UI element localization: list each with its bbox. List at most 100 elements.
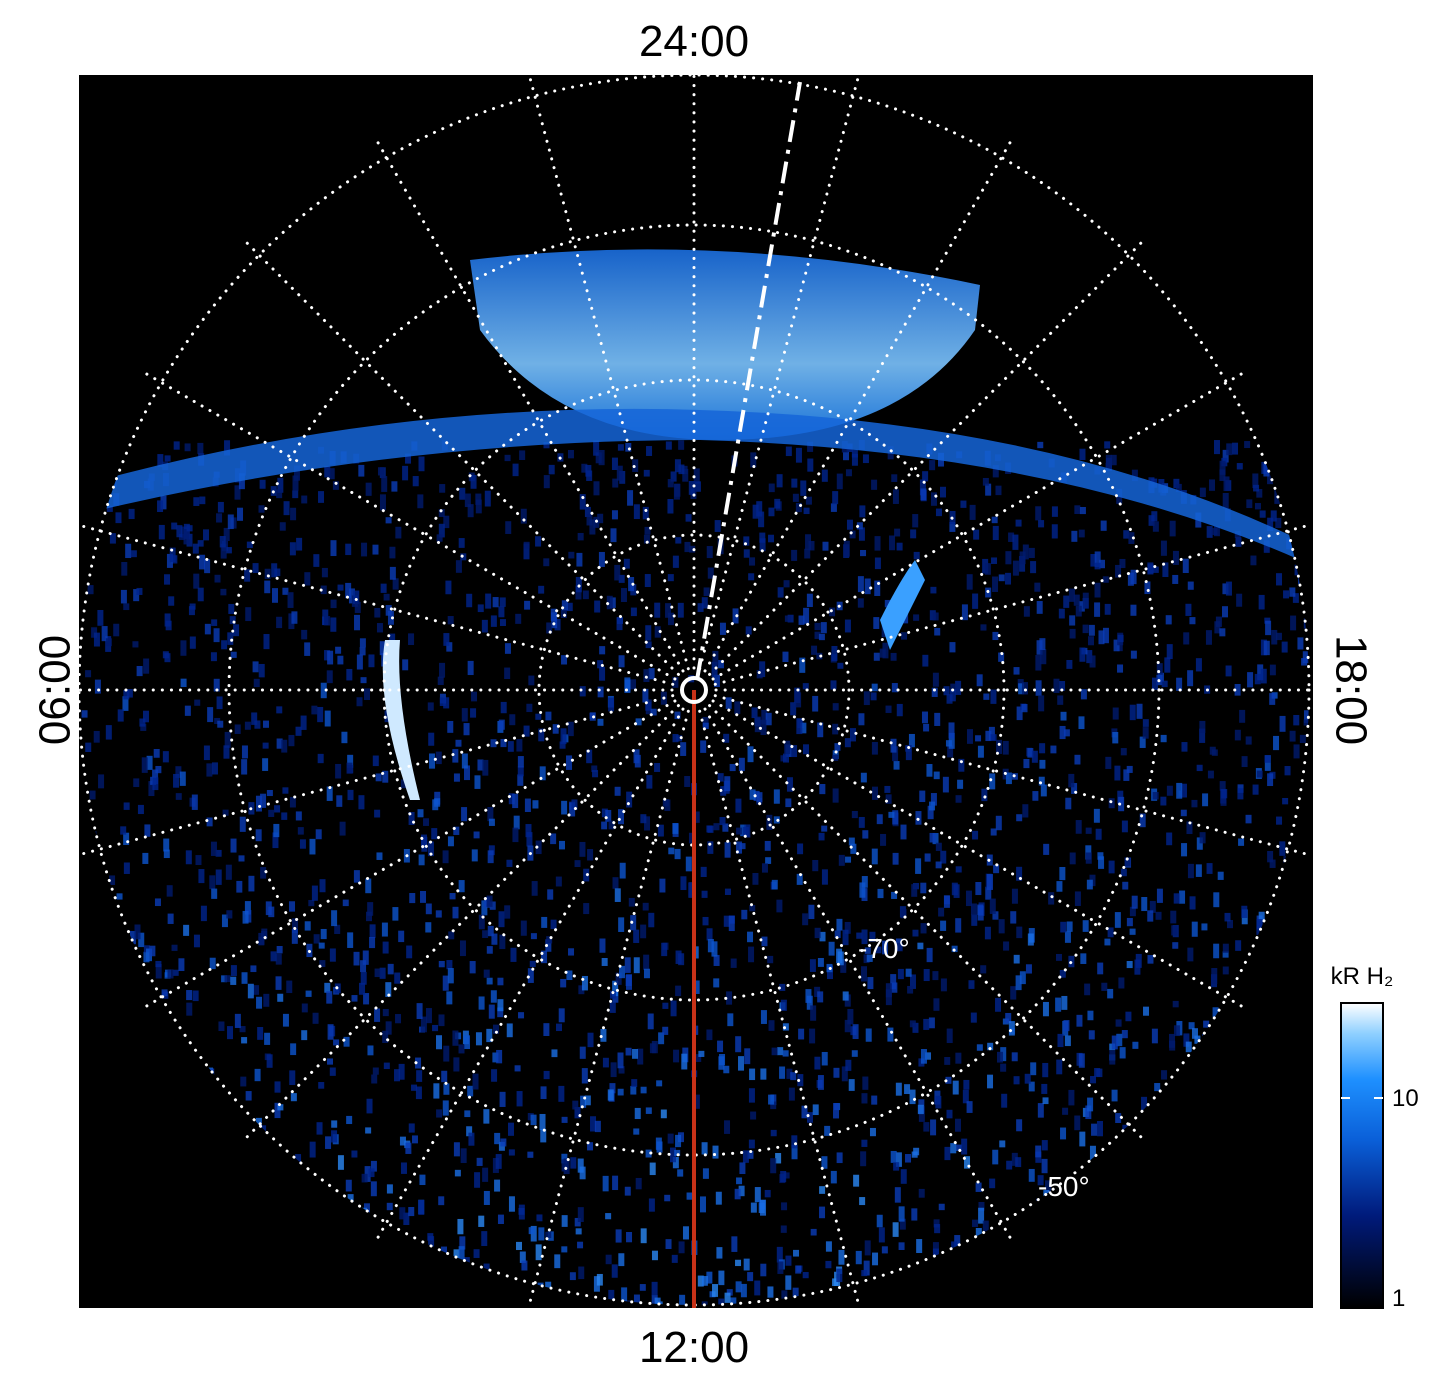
emission-pixel (674, 711, 681, 720)
emission-pixel (1181, 742, 1188, 752)
emission-pixel (1206, 526, 1213, 538)
emission-pixel (371, 1074, 378, 1084)
emission-pixel (1119, 558, 1126, 569)
emission-pixel (976, 1044, 983, 1051)
emission-pixel (992, 576, 999, 592)
emission-pixel (418, 1199, 425, 1215)
emission-pixel (363, 688, 370, 701)
emission-pixel (677, 1169, 684, 1177)
emission-pixel (615, 972, 622, 985)
emission-pixel (538, 1227, 545, 1241)
emission-pixel (1260, 668, 1267, 684)
emission-pixel (812, 1104, 819, 1116)
emission-pixel (920, 923, 927, 934)
emission-pixel (853, 1174, 860, 1187)
emission-pixel (716, 1247, 723, 1259)
emission-pixel (1279, 841, 1286, 856)
emission-pixel (526, 703, 533, 713)
emission-pixel (538, 728, 545, 742)
emission-pixel (770, 1129, 777, 1137)
emission-pixel (385, 982, 392, 997)
emission-pixel (239, 816, 246, 832)
emission-pixel (434, 798, 441, 807)
emission-pixel (627, 490, 634, 506)
emission-pixel (483, 1190, 490, 1205)
emission-pixel (1056, 1059, 1063, 1075)
emission-pixel (1271, 629, 1278, 645)
emission-pixel (581, 463, 588, 473)
emission-pixel (1166, 785, 1173, 796)
emission-pixel (1186, 821, 1193, 835)
emission-pixel (646, 775, 653, 789)
emission-pixel (857, 576, 864, 593)
emission-pixel (217, 501, 224, 513)
emission-pixel (392, 578, 399, 590)
emission-pixel (995, 997, 1002, 1012)
emission-pixel (331, 910, 338, 927)
emission-pixel (1039, 638, 1046, 651)
emission-pixel (892, 1222, 899, 1237)
emission-pixel (929, 801, 936, 811)
emission-pixel (1154, 1083, 1161, 1092)
emission-pixel (597, 513, 604, 524)
emission-pixel (955, 795, 962, 803)
emission-pixel (975, 1227, 982, 1236)
emission-pixel (955, 866, 962, 873)
emission-pixel (1055, 953, 1062, 961)
emission-pixel (1182, 558, 1189, 573)
emission-pixel (120, 589, 127, 604)
emission-pixel (874, 580, 881, 596)
emission-pixel (679, 1294, 686, 1305)
emission-pixel (246, 541, 253, 549)
emission-pixel (515, 1241, 522, 1251)
emission-pixel (858, 527, 865, 541)
emission-pixel (743, 1258, 750, 1271)
emission-pixel (626, 791, 633, 808)
emission-pixel (1042, 1062, 1049, 1078)
emission-pixel (946, 1109, 953, 1119)
emission-pixel (271, 563, 278, 578)
emission-pixel (1213, 943, 1220, 959)
emission-pixel (494, 1132, 501, 1145)
emission-pixel (670, 1147, 677, 1163)
emission-pixel (408, 812, 415, 825)
emission-pixel (126, 689, 133, 698)
emission-pixel (1086, 650, 1093, 664)
emission-pixel (586, 749, 593, 764)
emission-pixel (497, 999, 504, 1012)
emission-pixel (387, 610, 394, 625)
emission-pixel (1130, 604, 1137, 616)
emission-pixel (718, 1270, 725, 1286)
emission-pixel (830, 680, 837, 690)
emission-pixel (992, 631, 999, 641)
emission-pixel (830, 1170, 837, 1184)
emission-pixel (515, 613, 522, 624)
emission-pixel (1241, 905, 1248, 918)
emission-pixel (570, 1157, 577, 1169)
emission-pixel (859, 505, 866, 518)
emission-pixel (289, 1070, 296, 1086)
emission-pixel (360, 677, 367, 684)
emission-pixel (1101, 982, 1108, 991)
emission-pixel (618, 1253, 625, 1267)
emission-pixel (770, 1158, 777, 1174)
emission-pixel (576, 552, 583, 567)
emission-pixel (1071, 530, 1078, 542)
emission-pixel (266, 1054, 273, 1068)
emission-pixel (1131, 895, 1138, 909)
emission-pixel (891, 891, 898, 899)
emission-pixel (420, 1016, 427, 1033)
emission-pixel (281, 812, 288, 820)
emission-pixel (754, 1280, 761, 1296)
emission-pixel (1016, 1119, 1023, 1132)
emission-pixel (614, 564, 621, 581)
emission-pixel (423, 818, 430, 826)
emission-pixel (645, 625, 652, 641)
emission-pixel (1222, 951, 1229, 958)
emission-pixel (541, 916, 548, 928)
emission-pixel (946, 694, 953, 704)
emission-pixel (645, 1149, 652, 1158)
emission-pixel (457, 1218, 464, 1235)
emission-pixel (1126, 917, 1133, 927)
